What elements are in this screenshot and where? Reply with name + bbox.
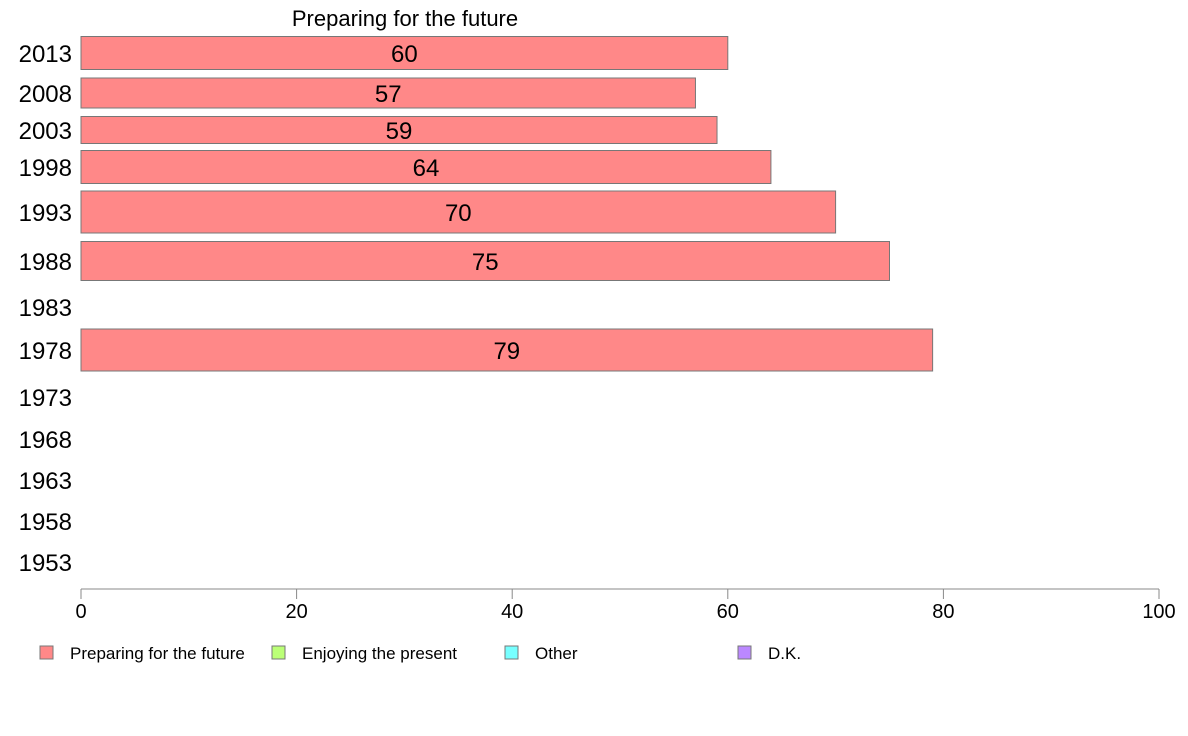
legend: Preparing for the future Enjoying the pre… [39,644,801,663]
bar-1978-series-0 [80,328,934,372]
category-labels: 2013 2008 2003 1998 1993 1988 1983 1978 1973 1968… [19,41,72,577]
chart-title: Preparing for the future [292,6,518,31]
category-label-1963: 1963 [19,468,72,495]
x-tick-label-40: 40 [501,601,523,623]
category-label-2003: 2003 [19,118,72,145]
value-label-1998: 64 [413,155,440,182]
x-tick-label-100: 100 [1142,601,1175,623]
category-label-1998: 1998 [19,155,72,182]
value-label-2003: 59 [386,118,413,145]
bar-1998-series-0 [80,150,772,184]
x-axis: 0 20 40 60 80 100 [75,588,1176,623]
legend-label-2: Other [535,644,578,663]
category-label-1988: 1988 [19,249,72,276]
bar-2003-series-0 [80,116,718,144]
legend-swatch-3 [737,645,752,660]
legend-swatch-0 [39,645,54,660]
legend-swatch-1 [271,645,286,660]
category-label-2013: 2013 [19,41,72,68]
value-label-2013: 60 [391,41,418,68]
category-label-2008: 2008 [19,81,72,108]
bar-2013-series-0 [80,36,729,70]
legend-label-3: D.K. [768,644,801,663]
category-label-1968: 1968 [19,427,72,454]
value-label-1993: 70 [445,200,472,227]
legend-swatch-2 [504,645,519,660]
category-label-1973: 1973 [19,385,72,412]
bar-1993-series-0 [80,190,837,234]
x-tick-label-20: 20 [285,601,307,623]
category-label-1978: 1978 [19,338,72,365]
legend-label-0: Preparing for the future [70,644,245,663]
category-label-1983: 1983 [19,295,72,322]
x-tick-label-0: 0 [75,601,86,623]
value-label-1978: 79 [493,338,520,365]
category-label-1958: 1958 [19,509,72,536]
value-label-2008: 57 [375,81,402,108]
x-tick-label-60: 60 [717,601,739,623]
x-tick-label-80: 80 [932,601,954,623]
value-label-1988: 75 [472,249,499,276]
category-label-1993: 1993 [19,200,72,227]
category-label-1953: 1953 [19,550,72,577]
bar-1988-series-0 [80,241,890,281]
bar-2008-series-0 [80,77,696,109]
legend-label-1: Enjoying the present [302,644,457,663]
